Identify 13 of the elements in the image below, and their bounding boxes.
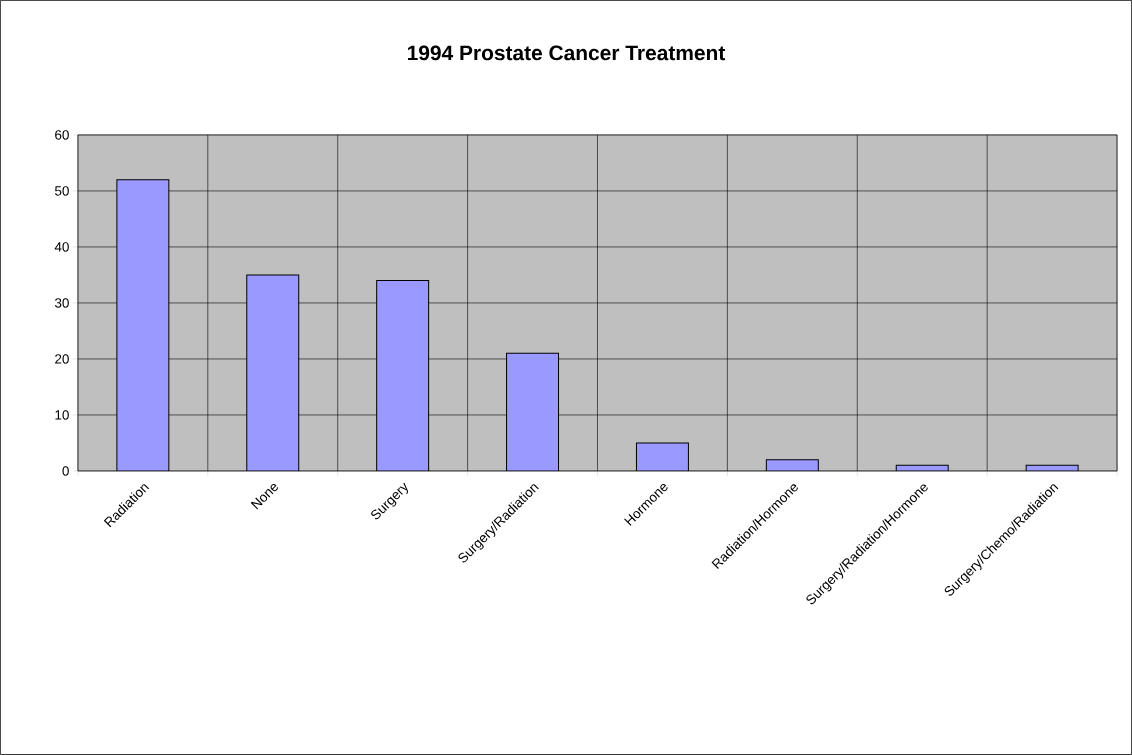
bar [116,179,170,471]
y-tick-label: 30 [54,298,69,308]
y-tick-label: 40 [54,242,69,252]
bar [506,352,560,471]
y-tick-label: 50 [54,186,69,196]
y-tick-label: 20 [55,354,69,364]
chart-title: 1994 Prostate Cancer Treatment [407,45,726,61]
y-tick-label: 10 [55,410,69,420]
bar [246,274,300,471]
bar [635,442,689,471]
y-tick-label: 0 [62,466,69,476]
bar [376,280,430,471]
y-tick-label: 60 [55,130,69,140]
